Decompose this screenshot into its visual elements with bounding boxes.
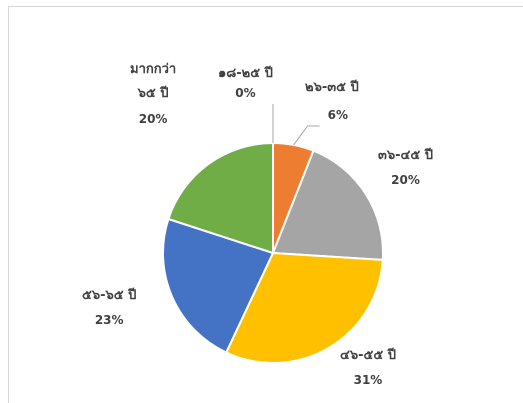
percent-label: 20% (138, 111, 168, 126)
chart-border-left (8, 6, 9, 403)
data-label-36-45: ๓๖-๔๕ ปี 20% (378, 148, 433, 188)
percent-label: 31% (353, 373, 383, 388)
percent-label: 23% (94, 313, 124, 328)
pie-slice-over-65 (167, 141, 274, 255)
pie-slice-46-55 (224, 251, 384, 364)
data-label-46-55: ๔๖-๕๕ ปี 31% (340, 348, 396, 388)
category-label: ๓๖-๔๕ ปี (378, 148, 433, 163)
percent-label: 20% (391, 173, 420, 188)
category-label: ๕๖-๖๕ ปี (82, 288, 137, 303)
data-label-26-35: ๒๖-๓๕ ปี 6% (305, 80, 359, 123)
leader-line-26-35 (293, 125, 320, 146)
percent-label: 0% (235, 86, 256, 101)
percent-label: 6% (327, 108, 349, 123)
category-label: ๒๖-๓๕ ปี (305, 80, 359, 95)
category-label: ๑๘-๒๕ ปี (218, 66, 273, 81)
data-label-56-65: ๕๖-๖๕ ปี 23% (82, 288, 136, 328)
data-label-18-25: ๑๘-๒๕ ปี 0% (218, 66, 273, 101)
chart-border-top (8, 6, 523, 7)
category-label: มากกว่า (130, 62, 177, 77)
pie-slice-36-45 (271, 149, 384, 261)
pie-slice-56-65 (162, 217, 275, 354)
category-label: ๔๖-๕๕ ปี (340, 348, 396, 363)
data-label-over-65: มากกว่า ๖๕ ปี 20% (130, 62, 176, 127)
category-label-line2: ๖๕ ปี (137, 86, 169, 102)
